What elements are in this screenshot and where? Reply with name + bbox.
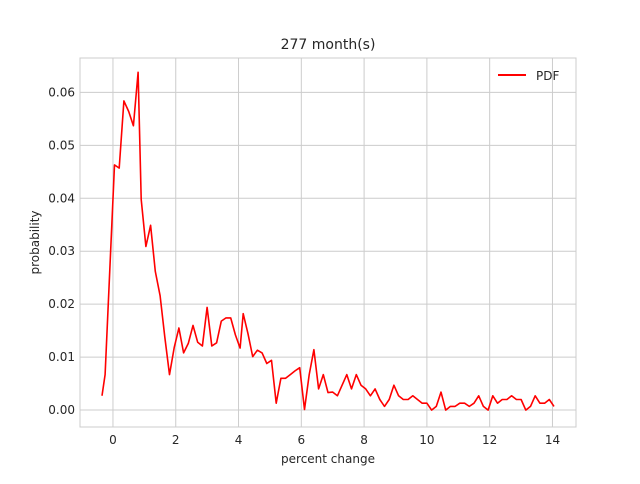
grid xyxy=(80,58,576,427)
plot-frame xyxy=(79,57,577,428)
y-tick-label: 0.04 xyxy=(48,191,75,205)
legend-label-pdf: PDF xyxy=(536,69,559,83)
y-tick-label: 0.05 xyxy=(48,138,75,152)
x-tick-label: 0 xyxy=(109,433,117,447)
series-layer xyxy=(101,71,555,411)
y-tick-label: 0.02 xyxy=(48,297,75,311)
y-axis-label: probability xyxy=(28,210,42,274)
x-tick-labels: 0 2 4 6 8 10 12 14 xyxy=(109,433,560,447)
x-tick-label: 2 xyxy=(172,433,180,447)
y-tick-label: 0.00 xyxy=(48,403,75,417)
series-line-pdf xyxy=(101,71,555,411)
x-tick-label: 10 xyxy=(419,433,434,447)
y-tick-labels: 0.00 0.01 0.02 0.03 0.04 0.05 0.06 xyxy=(48,85,75,417)
x-tick-label: 14 xyxy=(545,433,560,447)
x-axis-label: percent change xyxy=(281,452,375,466)
x-tick-label: 4 xyxy=(235,433,243,447)
legend: PDF xyxy=(498,69,559,83)
y-tick-label: 0.03 xyxy=(48,244,75,258)
x-tick-label: 12 xyxy=(482,433,497,447)
x-tick-label: 6 xyxy=(297,433,305,447)
chart-title: 277 month(s) xyxy=(281,37,376,53)
plot-area xyxy=(80,58,576,427)
x-tick-label: 8 xyxy=(360,433,368,447)
y-tick-label: 0.01 xyxy=(48,350,75,364)
y-tick-label: 0.06 xyxy=(48,85,75,99)
